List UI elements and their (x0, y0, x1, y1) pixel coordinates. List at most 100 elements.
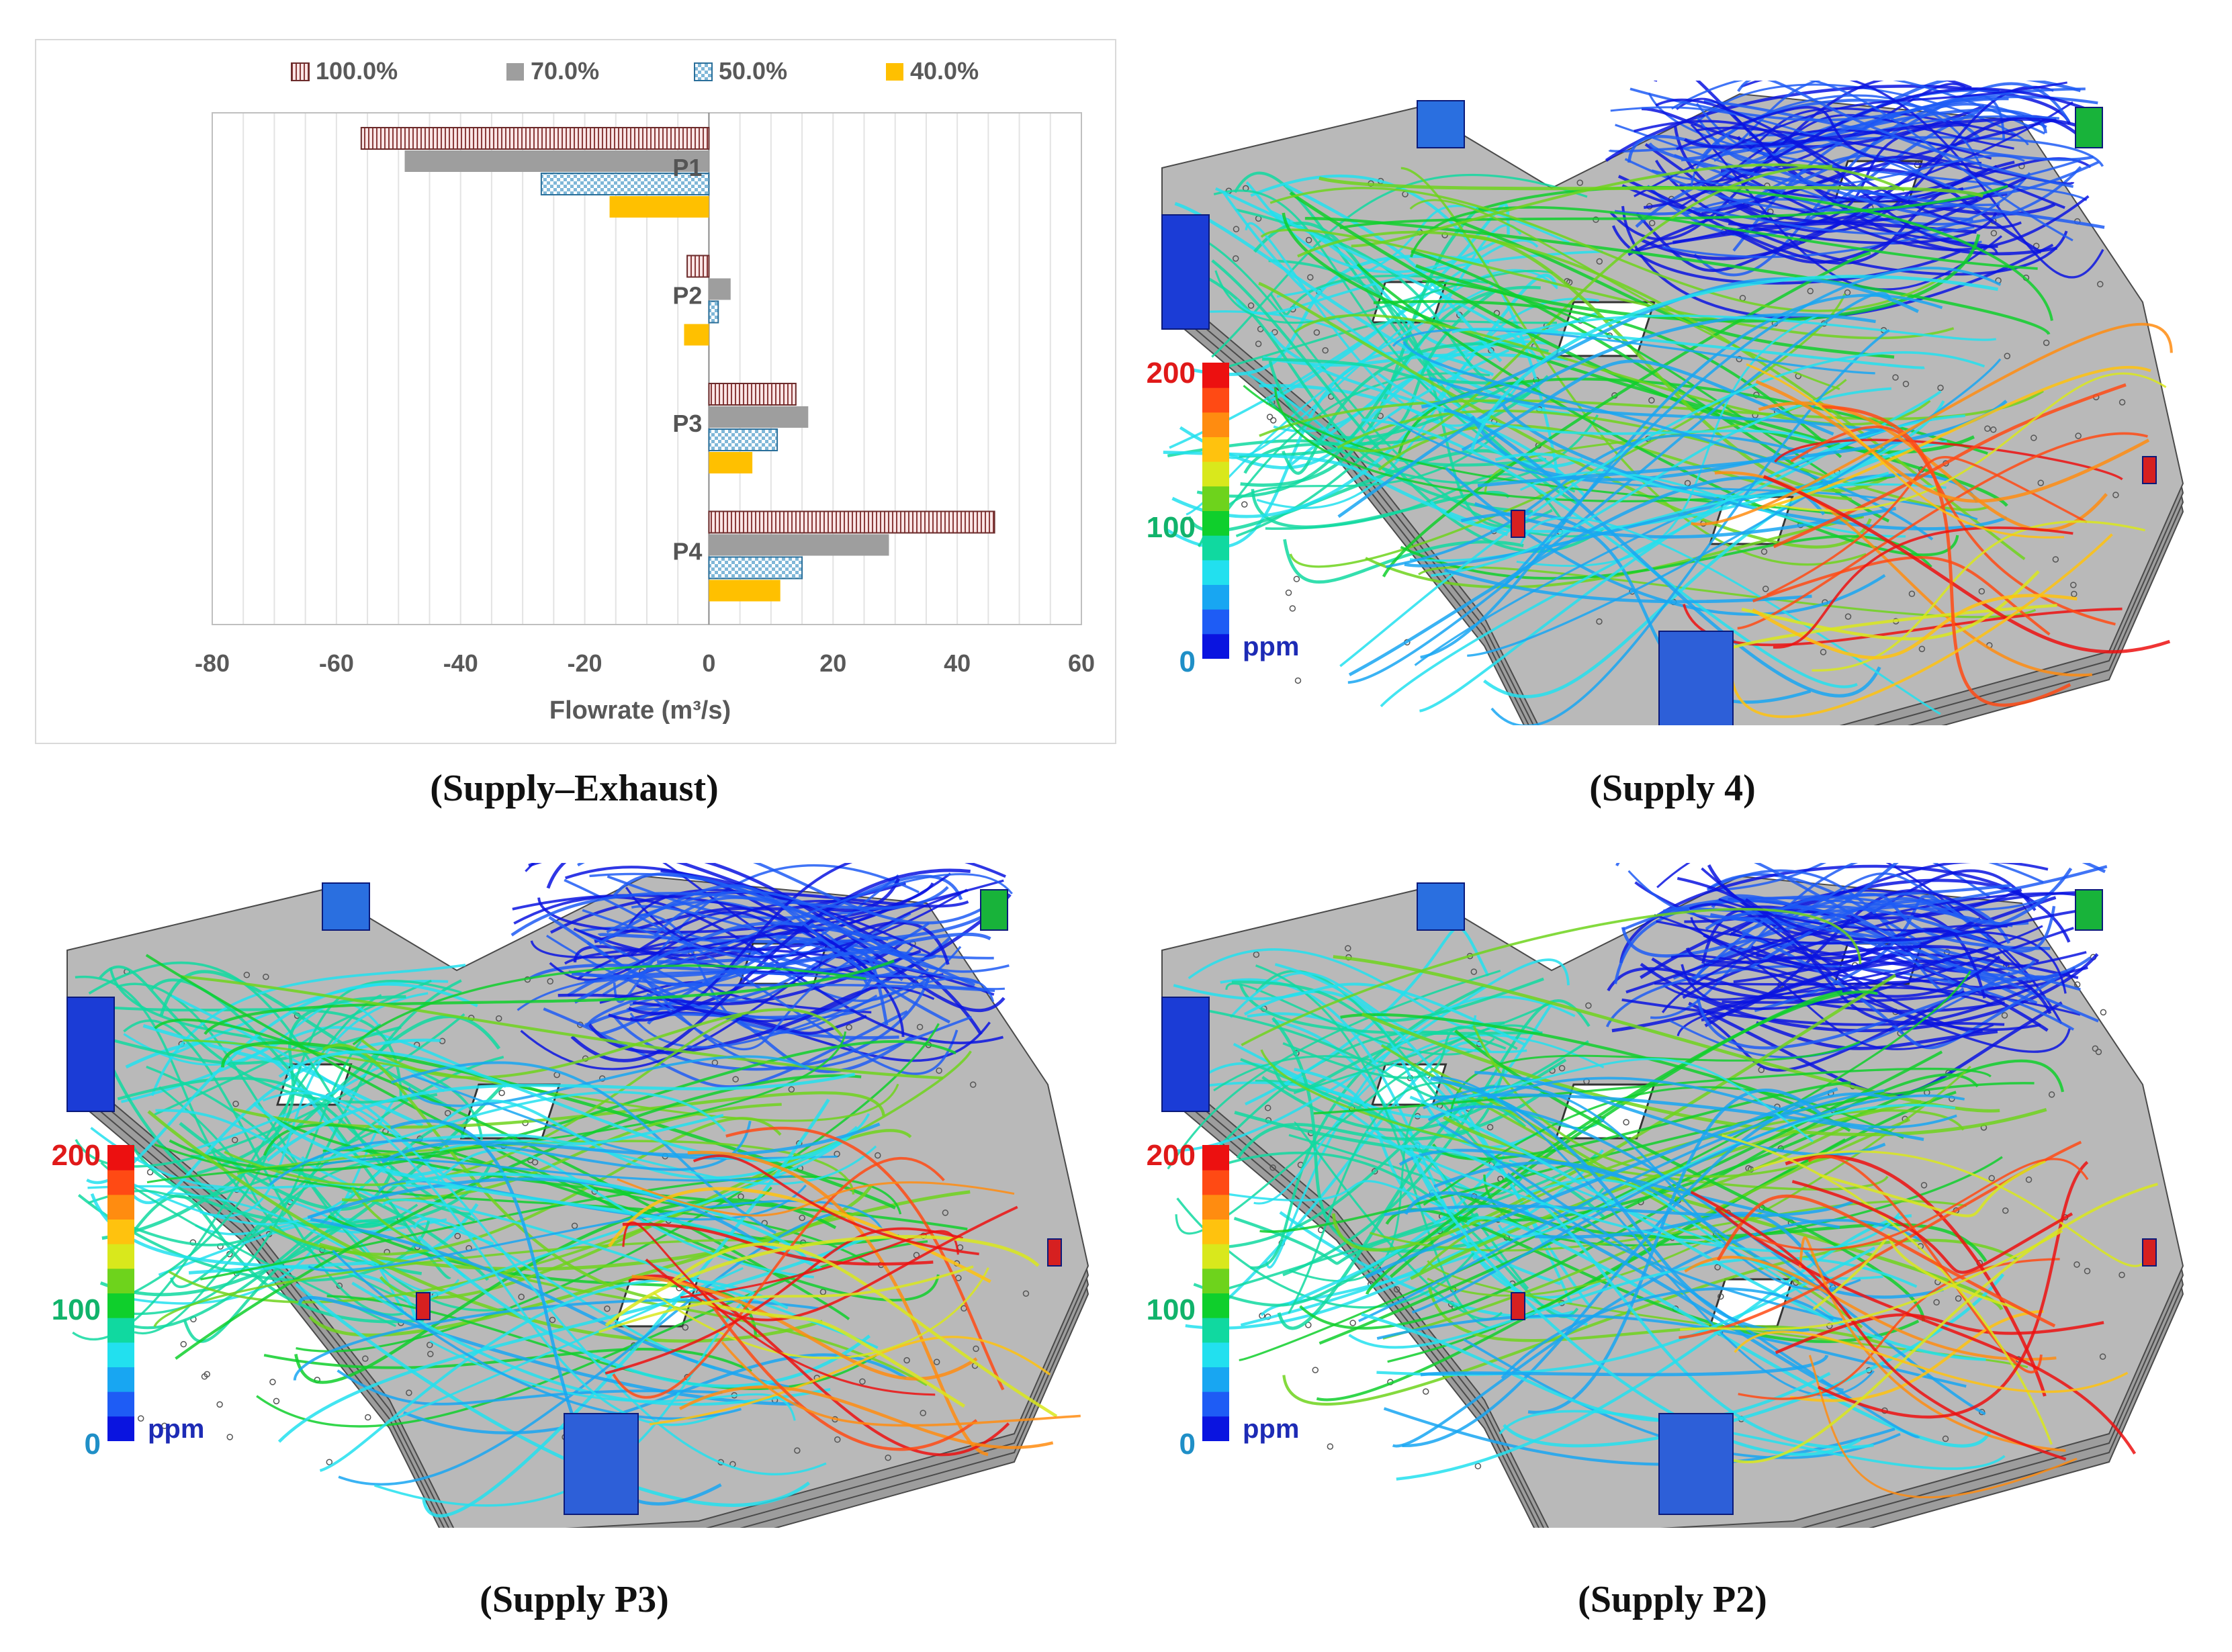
streamline (1670, 75, 2073, 242)
streamline (1284, 183, 1503, 363)
colorbar-segment (1202, 461, 1229, 487)
column-marker (1253, 951, 1260, 958)
column-marker (1933, 1299, 1940, 1306)
column-marker (2002, 1207, 2009, 1214)
column-marker (1714, 1264, 1721, 1271)
streamline (1404, 1191, 1844, 1392)
streamline (1337, 313, 1876, 518)
colorbar-segment (107, 1169, 134, 1195)
streamline (1449, 216, 1895, 359)
streamline (1472, 1025, 1840, 1178)
streamline (1366, 990, 1878, 1295)
bar-p4-40-0pct (709, 580, 780, 602)
streamline (1421, 277, 1919, 409)
streamline (701, 1300, 966, 1408)
bar-p2-100-0pct (686, 255, 710, 278)
streamline (1734, 1330, 2129, 1393)
streamline (1339, 351, 1985, 668)
streamline (78, 1025, 402, 1065)
streamline (266, 1072, 856, 1162)
column-marker (326, 1459, 333, 1465)
streamline (1380, 1044, 1863, 1329)
category-label-p1: P1 (672, 154, 702, 181)
x-tick-label: 20 (819, 649, 846, 677)
streamline (1319, 176, 1984, 198)
streamline (1361, 1312, 1831, 1422)
colorbar-segment (1202, 387, 1229, 413)
x-tick-label: -40 (443, 649, 478, 677)
column-marker (2073, 981, 2081, 988)
column-marker (216, 1401, 223, 1408)
bar-p3-100-0pct (708, 383, 797, 406)
streamline (568, 970, 995, 993)
column-marker (1372, 1168, 1378, 1175)
column-marker (1820, 649, 1827, 655)
column-marker (903, 1357, 910, 1364)
streamline (625, 886, 968, 958)
colorbar-segment (107, 1317, 134, 1343)
streamline (1196, 285, 1541, 498)
column-marker (1717, 1293, 1724, 1300)
streamline (1755, 379, 2150, 503)
streamline (1725, 166, 2090, 251)
column-marker (2073, 1261, 2080, 1268)
colorbar-segment (107, 1194, 134, 1220)
colorbar-segment (1202, 633, 1229, 659)
colorbar-segment (1202, 1169, 1229, 1195)
streamline (1499, 1410, 2006, 1470)
streamline (1654, 976, 1971, 986)
air-vent (1161, 214, 1210, 330)
streamline (1689, 903, 2041, 1031)
streamline (296, 1023, 940, 1352)
air-vent (1417, 882, 1465, 931)
column-marker (531, 1158, 539, 1166)
streamline (1418, 565, 2037, 618)
streamline (1713, 74, 2045, 162)
chart-canvas: P1 P2 P3 P4 -80 -60 -40 -20 0 20 40 60 Flowrate (m³/… (195, 57, 1095, 725)
column-marker (2043, 339, 2050, 347)
streamline (351, 1186, 928, 1387)
streamline (1269, 331, 1586, 497)
column-marker (875, 1152, 881, 1159)
streamline (1409, 205, 2038, 270)
colorbar-segment (1202, 535, 1229, 561)
streamline (693, 1154, 979, 1256)
streamline (1464, 314, 1997, 359)
streamline (1755, 1021, 1998, 1050)
streamline (147, 1110, 823, 1343)
streamline (155, 1109, 494, 1246)
x-tick-label: 60 (1068, 649, 1095, 677)
streamline (1654, 159, 2068, 276)
streamline (1798, 1236, 2066, 1452)
streamline (1259, 1082, 2035, 1233)
colorbar-segment (107, 1293, 134, 1318)
legend-label: 40.0% (910, 57, 979, 85)
streamline (422, 1113, 724, 1146)
streamline (99, 965, 438, 1104)
streamline (1239, 984, 1543, 1036)
column-marker (916, 1023, 924, 1031)
streamline (1167, 970, 1501, 1170)
column-marker (2100, 1009, 2107, 1016)
colorbar-segment (1202, 1268, 1229, 1293)
streamline (1789, 1310, 2044, 1402)
streamline (1722, 1134, 2053, 1445)
streamline (1822, 405, 2071, 707)
streamline (1398, 1148, 1840, 1229)
streamline (1728, 905, 2056, 953)
streamline (77, 1193, 431, 1282)
streamline (1398, 1144, 1874, 1449)
streamline (122, 979, 462, 1299)
air-vent (2142, 456, 2157, 484)
air-vent (322, 882, 370, 931)
streamline (1268, 360, 1525, 439)
streamline (573, 941, 905, 976)
colorbar-segment (1202, 1194, 1229, 1220)
streamline (1742, 931, 2060, 1050)
column-marker (243, 972, 251, 978)
streamline (649, 1336, 1051, 1426)
streamline (179, 1121, 395, 1211)
streamline (1695, 103, 2059, 156)
streamline (631, 905, 979, 984)
streamline (1683, 118, 2091, 149)
